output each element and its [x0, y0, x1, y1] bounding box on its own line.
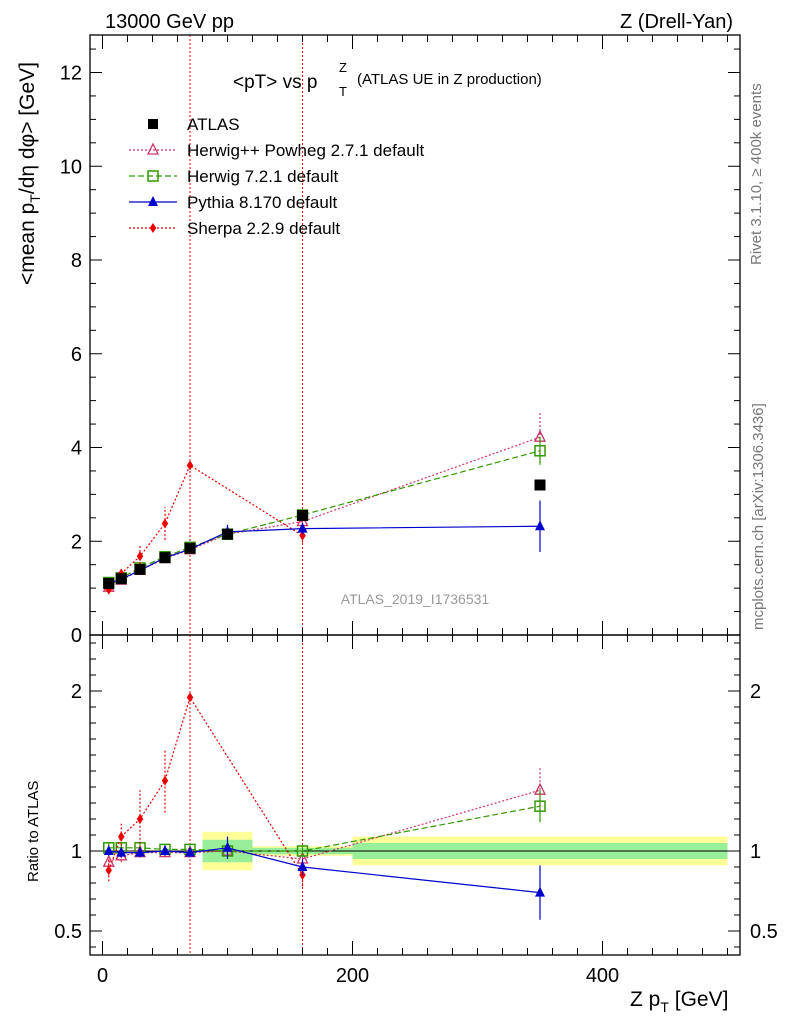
main-line-3 [108, 525, 541, 585]
main-point-0-3 [159, 552, 171, 564]
ratio-ytick-label-right-1: 1 [750, 841, 761, 863]
ratio-ytick-label-0.5: 0.5 [54, 921, 82, 943]
main-ylabel: <mean pT/dη dφ> [GeV] [16, 62, 43, 285]
ratio-series-3 [103, 836, 545, 920]
main-point-0-5 [222, 528, 233, 540]
main-point-3-6 [297, 522, 308, 533]
xtick-label-0: 0 [97, 965, 108, 987]
series-0 [103, 479, 546, 589]
plot-title: <pT> vs p [233, 72, 318, 93]
main-point-4-4 [186, 460, 194, 471]
main-line-2 [108, 450, 541, 584]
xtick-label-400: 400 [586, 965, 619, 987]
plot-title-main: <pT> vs p [233, 72, 318, 93]
plot-title-sup: Z [339, 60, 347, 75]
xtick-label-200: 200 [336, 965, 369, 987]
plot-title-rest: (ATLAS UE in Z production) [357, 71, 542, 88]
legend-label-3: Pythia 8.170 default [187, 193, 338, 212]
legend-marker-0 [148, 119, 158, 129]
ratio-line-3 [108, 847, 541, 894]
plot-title-sub: T [339, 84, 347, 99]
ratio-point-4-0 [105, 865, 112, 876]
main-point-0-7 [534, 479, 546, 491]
ratio-frame [89, 634, 741, 956]
process-label: Z (Drell-Yan) [620, 11, 733, 33]
ratio-point-3-3 [160, 845, 170, 855]
legend-marker-2 [147, 170, 159, 182]
main-point-0-2 [134, 563, 146, 575]
legend-label-2: Herwig 7.2.1 default [187, 167, 338, 186]
main-ytick-label-4: 4 [71, 438, 82, 460]
ratio-point-4-1 [118, 831, 125, 842]
ratio-point-3-4 [185, 846, 195, 857]
rivet-label: Rivet 3.1.10, ≥ 400k events [748, 83, 765, 265]
ratio-ytick-label-2: 2 [71, 681, 82, 703]
main-ytick-label-12: 12 [60, 63, 82, 85]
legend-label-1: Herwig++ Powheg 2.7.1 default [187, 141, 424, 160]
main-point-0-6 [297, 509, 308, 521]
xlabel: Z pT [GeV] [630, 988, 728, 1015]
legend-marker-4 [149, 223, 157, 233]
energy-label: 13000 GeV pp [105, 11, 234, 33]
ratio-point-3-1 [116, 846, 127, 857]
ratio-line-2 [108, 805, 541, 852]
main-point-0-0 [103, 577, 115, 589]
main-line-1 [108, 436, 541, 588]
main-point-4-3 [161, 518, 169, 529]
main-point-3-7 [535, 520, 545, 531]
ratio-point-4-3 [161, 775, 169, 786]
main-ytick-label-10: 10 [60, 156, 82, 178]
main-ytick-label-0: 0 [71, 625, 82, 647]
ratio-point-3-6 [297, 861, 308, 871]
ratio-point-3-7 [535, 886, 545, 897]
ratio-ytick-label-right-0.5: 0.5 [750, 921, 778, 943]
analysis-watermark: ATLAS_2019_I1736531 [341, 591, 490, 607]
ratio-point-2-7 [534, 800, 546, 812]
mcplots-label: mcplots.cern.ch [arXiv:1306.3436] [750, 403, 767, 630]
ratio-point-3-0 [103, 845, 114, 855]
legend-marker-1 [146, 142, 160, 155]
main-ytick-label-6: 6 [71, 344, 82, 366]
ratio-ytick-label-1: 1 [71, 841, 82, 863]
ratio-point-2-6 [296, 845, 309, 857]
legend-entry-4: Sherpa 2.2.9 default [129, 219, 340, 238]
legend-entry-0: ATLAS [148, 115, 240, 134]
main-point-0-1 [115, 573, 127, 585]
legend: ATLAS Herwig++ Powheg 2.7.1 default Herwig… [129, 115, 424, 238]
main-point-4-2 [136, 551, 144, 562]
legend-entry-2: Herwig 7.2.1 default [129, 167, 338, 186]
main-point-0-4 [184, 542, 196, 554]
main-point-2-7 [534, 445, 546, 457]
ratio-point-3-2 [135, 846, 145, 857]
ratio-ylabel: Ratio to ATLAS [25, 781, 42, 882]
ratio-point-3-5 [222, 841, 233, 852]
legend-label-0: ATLAS [187, 115, 240, 134]
ratio-ytick-label-right-2: 2 [750, 681, 761, 703]
ratio-point-4-4 [186, 692, 194, 703]
legend-marker-3 [148, 196, 158, 206]
series-1 [102, 411, 547, 592]
legend-entry-3: Pythia 8.170 default [129, 193, 338, 212]
main-point-4-5 [299, 530, 306, 541]
ratio-series-2 [103, 790, 546, 858]
main-ytick-label-2: 2 [71, 531, 82, 553]
data-series [102, 411, 547, 920]
legend-entry-1: Herwig++ Powheg 2.7.1 default [129, 141, 424, 160]
legend-label-4: Sherpa 2.2.9 default [187, 219, 340, 238]
ratio-line-4 [108, 695, 304, 876]
main-ytick-label-8: 8 [71, 250, 82, 272]
ratio-point-4-2 [136, 814, 144, 824]
